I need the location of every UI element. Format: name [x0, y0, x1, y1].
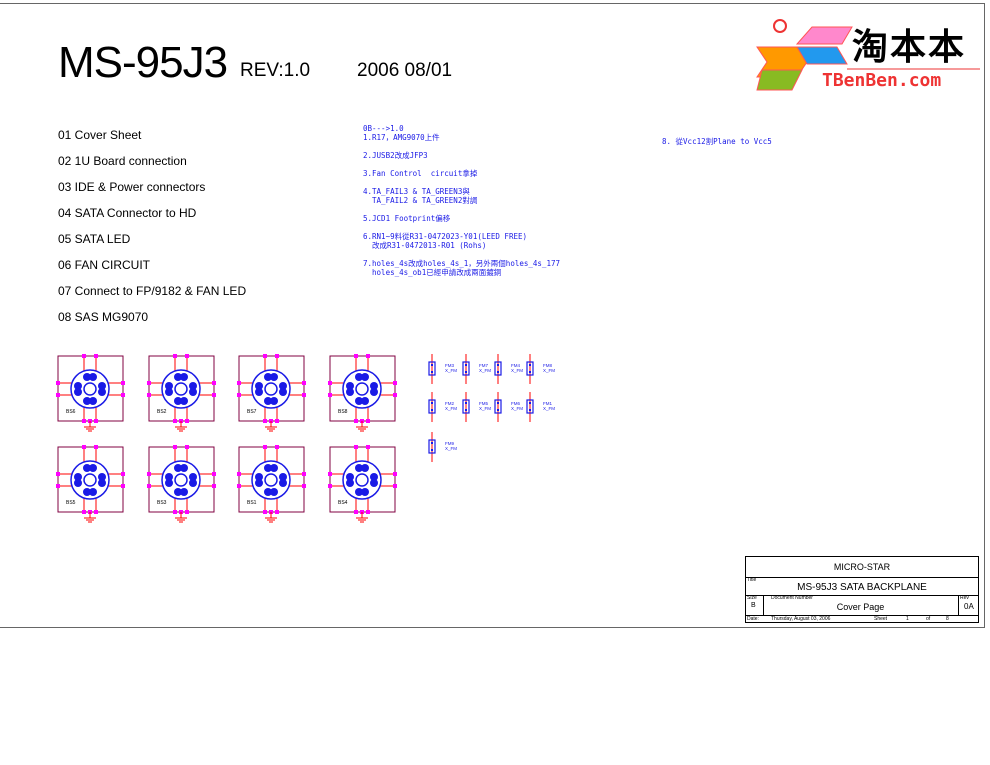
tbenben-logo: 淘本本 TBenBen.com	[752, 12, 984, 96]
sheet-border	[0, 3, 985, 628]
revision: REV:1.0	[240, 60, 311, 81]
toc-item: 07 Connect to FP/9182 & FAN LED	[58, 284, 247, 298]
mounting-hole: BS6	[56, 354, 125, 432]
fiducial-value: X_FM	[445, 446, 457, 451]
title-block: MICRO-STAR Title MS-95J3 SATA BACKPLANE …	[745, 556, 979, 623]
fiducial-ref: FM8	[543, 363, 552, 368]
date: 2006 08/01	[357, 60, 453, 81]
fiducial-value: X_FM	[445, 406, 457, 411]
date-label: Date:	[747, 616, 759, 622]
hole-label: BS6	[66, 409, 76, 415]
size-label: Size	[747, 595, 757, 601]
fiducial-ref: FM7	[479, 363, 488, 368]
docnum-label: Document Number	[771, 595, 813, 601]
mounting-hole: BS1	[237, 445, 306, 523]
page-title: MS-95J3	[58, 38, 228, 87]
fiducial-ref: FM5	[479, 401, 488, 406]
note-line: TA_FAIL2 & TA_GREEN2對調	[363, 196, 478, 205]
fiducial-value: X_FM	[511, 406, 523, 411]
rev: 0A	[964, 602, 974, 611]
rev-label: Rev	[960, 595, 969, 601]
note-line: 6.RN1~9料從R31-0472023-Y01(LEED FREE)	[363, 232, 528, 241]
hole-label: BS3	[157, 500, 167, 506]
fiducial-value: X_FM	[543, 406, 555, 411]
logo-latin: TBenBen.com	[822, 70, 942, 91]
title-label: Title	[747, 577, 757, 583]
sheet-total: 8	[946, 616, 949, 622]
fiducial-value: X_FM	[479, 406, 491, 411]
fiducial-ref: FM6	[511, 401, 520, 406]
note-line: 2.JUSB2改成JFP3	[363, 151, 428, 160]
fiducial-value: X_FM	[543, 368, 555, 373]
mounting-hole: BS4	[328, 445, 397, 523]
table-of-contents: 01 Cover Sheet 02 1U Board connection 03…	[58, 122, 246, 330]
note-line: 7.holes_4s改成holes_4s_1，另外兩個holes_4s_177	[363, 259, 560, 268]
hole-label: BS8	[338, 409, 348, 415]
hole-label: BS4	[338, 500, 348, 506]
sheet-label: Sheet	[874, 616, 888, 622]
company: MICRO-STAR	[746, 557, 978, 578]
toc-item: 05 SATA LED	[58, 232, 131, 246]
fiducial-ref: FM2	[445, 401, 454, 406]
hole-label: BS7	[247, 409, 257, 415]
fiducial-ref: FM3	[445, 363, 454, 368]
logo-graphic	[756, 19, 980, 91]
toc-item: 01 Cover Sheet	[58, 128, 142, 142]
mounting-hole: BS3	[147, 445, 216, 523]
sheet-number: 1	[906, 616, 909, 622]
document-number: Cover Page	[836, 602, 885, 612]
logo-chinese: 淘本本	[852, 26, 967, 67]
revision-notes: 0B--->1.0 1.R17，AMG9070上件 2.JUSB2改成JFP3 3…	[363, 124, 560, 277]
mounting-hole: BS2	[147, 354, 216, 432]
size: B	[751, 602, 756, 609]
date-value: Thursday, August 03, 2006	[771, 616, 831, 622]
note-line: 改成R31-0472013-R01 (Rohs)	[363, 241, 487, 250]
fiducial-ref: FM9	[445, 441, 454, 446]
hole-label: BS2	[157, 409, 167, 415]
mounting-hole: BS5	[56, 445, 125, 523]
drawing-title: MS-95J3 SATA BACKPLANE	[797, 582, 927, 593]
fiducial-value: X_FM	[445, 368, 457, 373]
toc-item: 06 FAN CIRCUIT	[58, 258, 151, 272]
note-line: 3.Fan Control circuit拿掉	[363, 169, 478, 178]
toc-item: 02 1U Board connection	[58, 154, 187, 168]
of-label: of	[926, 616, 931, 622]
note-line: 0B--->1.0	[363, 124, 404, 133]
toc-item: 04 SATA Connector to HD	[58, 206, 197, 220]
toc-item: 08 SAS MG9070	[58, 310, 149, 324]
note-line: 5.JCD1 Footprint偏移	[363, 214, 451, 223]
fiducial-value: X_FM	[511, 368, 523, 373]
toc-item: 03 IDE & Power connectors	[58, 180, 206, 194]
fiducial-value: X_FM	[479, 368, 491, 373]
hole-label: BS1	[247, 500, 257, 506]
note-line: 4.TA_FAIL3 & TA_GREEN3與	[363, 187, 470, 196]
revision-note-8: 8. 從Vcc12割Plane to Vcc5	[662, 137, 772, 146]
hole-label: BS5	[66, 500, 76, 506]
fiducial-ref: FM4	[511, 363, 520, 368]
mounting-hole: BS8	[328, 354, 397, 432]
fiducial-ref: FM1	[543, 401, 552, 406]
mounting-hole: BS7	[237, 354, 306, 432]
note-line: holes_4s_ob1已經申請改成兩面鍍銅	[363, 268, 502, 277]
note-line: 1.R17，AMG9070上件	[363, 133, 440, 142]
